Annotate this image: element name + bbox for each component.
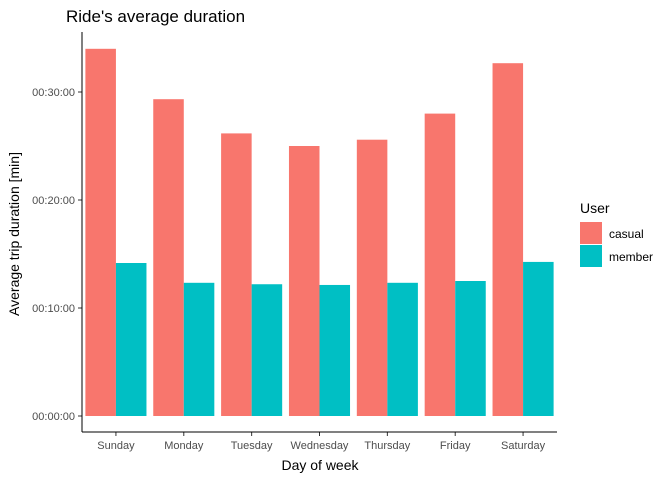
y-axis: 00:00:00 00:10:00 00:20:00 00:30:00: [32, 87, 82, 423]
bar-member-saturday: [523, 261, 554, 416]
legend-swatch-casual: [580, 222, 602, 244]
legend: User casual member: [580, 200, 653, 267]
bars: [85, 48, 554, 417]
bar-casual-tuesday: [221, 133, 252, 416]
x-tick-label: Tuesday: [231, 440, 273, 452]
y-tick-label: 00:30:00: [32, 87, 75, 99]
x-tick-label: Monday: [164, 440, 204, 452]
bar-member-monday: [183, 282, 215, 416]
y-tick-label: 00:00:00: [32, 411, 75, 423]
y-axis-title: Average trip duration [min]: [6, 152, 22, 316]
chart-title: Ride's average duration: [66, 7, 245, 26]
bar-member-thursday: [387, 282, 418, 416]
bar-member-wednesday: [319, 284, 351, 416]
y-tick-label: 00:10:00: [32, 303, 75, 315]
legend-title: User: [580, 200, 610, 216]
legend-swatch-member: [580, 245, 602, 267]
legend-label-member: member: [609, 250, 653, 264]
x-tick-label: Friday: [440, 440, 471, 452]
bar-member-friday: [455, 281, 486, 416]
bar-casual-friday: [424, 113, 456, 416]
bar-casual-wednesday: [288, 146, 320, 416]
bar-casual-saturday: [492, 63, 524, 416]
bar-member-tuesday: [251, 284, 283, 416]
x-axis: Sunday Monday Tuesday Wednesday Thursday Frid…: [97, 432, 546, 452]
bar-casual-sunday: [85, 48, 116, 417]
bar-member-sunday: [115, 263, 147, 416]
x-axis-title: Day of week: [281, 457, 359, 473]
bar-casual-thursday: [356, 139, 388, 416]
y-tick-label: 00:20:00: [32, 195, 75, 207]
x-tick-label: Sunday: [97, 440, 135, 452]
x-tick-label: Thursday: [364, 440, 410, 452]
bar-casual-monday: [153, 99, 184, 416]
x-tick-label: Wednesday: [291, 440, 349, 452]
x-tick-label: Saturday: [501, 440, 546, 452]
legend-label-casual: casual: [609, 227, 644, 241]
